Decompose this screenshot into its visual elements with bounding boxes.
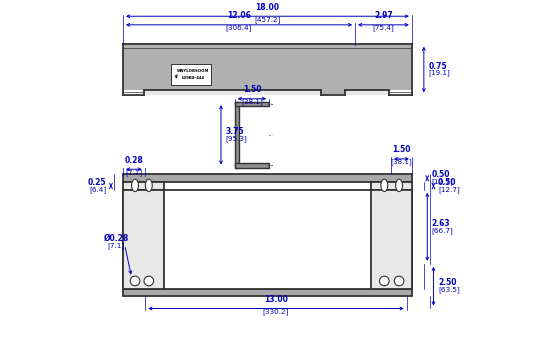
Bar bbox=[235, 102, 239, 168]
Text: 1.50: 1.50 bbox=[243, 85, 261, 94]
Bar bbox=[235, 102, 269, 106]
Text: [330.2]: [330.2] bbox=[263, 308, 289, 315]
Text: [7.1]: [7.1] bbox=[108, 242, 125, 249]
Text: 18.00: 18.00 bbox=[256, 3, 279, 12]
Text: 2.63: 2.63 bbox=[432, 219, 450, 228]
Bar bbox=[370, 182, 412, 190]
Text: [63.5]: [63.5] bbox=[438, 286, 460, 293]
Text: 0.28: 0.28 bbox=[124, 156, 143, 165]
Text: 0.75: 0.75 bbox=[428, 61, 447, 70]
Text: [38.1]: [38.1] bbox=[391, 159, 412, 165]
Ellipse shape bbox=[145, 179, 152, 192]
Text: [6.4]: [6.4] bbox=[89, 186, 107, 193]
Text: 0.25: 0.25 bbox=[88, 178, 107, 187]
Circle shape bbox=[144, 276, 153, 286]
Text: 2.50: 2.50 bbox=[438, 278, 457, 287]
Bar bbox=[123, 44, 412, 90]
Bar bbox=[144, 90, 390, 95]
Text: [12.7]: [12.7] bbox=[438, 186, 460, 193]
Bar bbox=[123, 182, 164, 190]
Text: [12.7]: [12.7] bbox=[432, 178, 454, 185]
Bar bbox=[123, 289, 412, 296]
Text: 2.97: 2.97 bbox=[374, 11, 393, 20]
Bar bbox=[123, 175, 412, 182]
Circle shape bbox=[379, 276, 389, 286]
Text: [19.1]: [19.1] bbox=[428, 70, 450, 76]
Bar bbox=[370, 190, 412, 289]
Bar bbox=[123, 190, 164, 289]
Text: 3.75: 3.75 bbox=[225, 127, 244, 136]
Text: 1.50: 1.50 bbox=[392, 145, 411, 154]
Ellipse shape bbox=[131, 179, 139, 192]
Text: WNYLOBSOOM: WNYLOBSOOM bbox=[177, 69, 209, 73]
Circle shape bbox=[394, 276, 404, 286]
Text: [306.4]: [306.4] bbox=[226, 25, 252, 31]
Text: [457.2]: [457.2] bbox=[254, 16, 280, 23]
Text: [7.1]: [7.1] bbox=[125, 169, 142, 176]
Text: L09B8-444: L09B8-444 bbox=[181, 76, 204, 80]
Bar bbox=[171, 65, 211, 85]
Bar bbox=[235, 163, 269, 168]
Text: [75.4]: [75.4] bbox=[373, 25, 394, 31]
Text: Ø0.28: Ø0.28 bbox=[103, 234, 129, 243]
Text: [38.1]: [38.1] bbox=[241, 99, 263, 105]
Text: 0.50: 0.50 bbox=[432, 170, 450, 179]
Text: 12.06: 12.06 bbox=[227, 11, 251, 20]
Ellipse shape bbox=[396, 179, 402, 192]
Text: 13.00: 13.00 bbox=[264, 295, 288, 304]
Circle shape bbox=[130, 276, 140, 286]
Text: [95.3]: [95.3] bbox=[225, 135, 247, 142]
Text: 0.50: 0.50 bbox=[438, 178, 457, 187]
Bar bbox=[123, 190, 412, 289]
Text: [66.7]: [66.7] bbox=[432, 227, 454, 234]
Bar bbox=[321, 90, 345, 95]
Ellipse shape bbox=[381, 179, 388, 192]
